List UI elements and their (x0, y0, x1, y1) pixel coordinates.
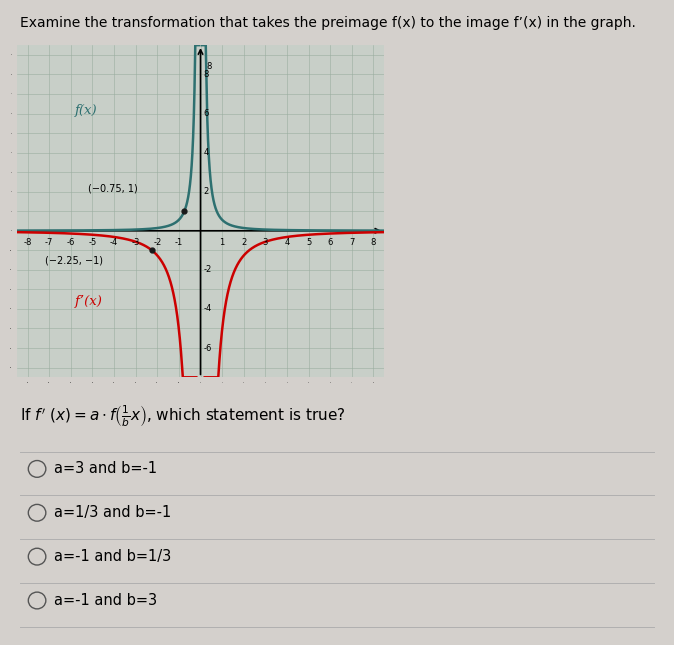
Text: 2: 2 (204, 187, 209, 196)
Text: 4: 4 (284, 237, 290, 246)
Text: -7: -7 (45, 237, 53, 246)
Text: Examine the transformation that takes the preimage f(x) to the image f’(x) in th: Examine the transformation that takes th… (20, 16, 636, 30)
Text: 4: 4 (204, 148, 209, 157)
Text: 5: 5 (306, 237, 311, 246)
Text: 8: 8 (204, 70, 209, 79)
Text: 8: 8 (206, 61, 211, 70)
Text: a=-1 and b=3: a=-1 and b=3 (54, 593, 157, 608)
Text: 2: 2 (241, 237, 247, 246)
Text: f(x): f(x) (75, 104, 98, 117)
Text: -3: -3 (131, 237, 140, 246)
Text: 6: 6 (328, 237, 333, 246)
Text: 7: 7 (349, 237, 355, 246)
Text: -8: -8 (24, 237, 32, 246)
Text: -5: -5 (88, 237, 96, 246)
Text: 1: 1 (220, 237, 224, 246)
Text: -2: -2 (204, 265, 212, 274)
Text: -4: -4 (110, 237, 118, 246)
Text: -1: -1 (175, 237, 183, 246)
Text: a=1/3 and b=-1: a=1/3 and b=-1 (54, 505, 171, 521)
Text: If $f'\ (x) = a \cdot f\left(\frac{1}{b}x\right)$, which statement is true?: If $f'\ (x) = a \cdot f\left(\frac{1}{b}… (20, 403, 346, 429)
Text: f’(x): f’(x) (75, 295, 103, 308)
Text: -4: -4 (204, 304, 212, 313)
Text: -6: -6 (67, 237, 75, 246)
Text: a=3 and b=-1: a=3 and b=-1 (54, 461, 157, 477)
Text: -2: -2 (153, 237, 162, 246)
Text: a=-1 and b=1/3: a=-1 and b=1/3 (54, 549, 171, 564)
Text: 6: 6 (204, 109, 209, 118)
Text: 8: 8 (371, 237, 376, 246)
Text: (−2.25, −1): (−2.25, −1) (45, 256, 103, 266)
Text: 3: 3 (263, 237, 268, 246)
Text: -6: -6 (204, 344, 212, 353)
Text: (−0.75, 1): (−0.75, 1) (88, 184, 138, 194)
